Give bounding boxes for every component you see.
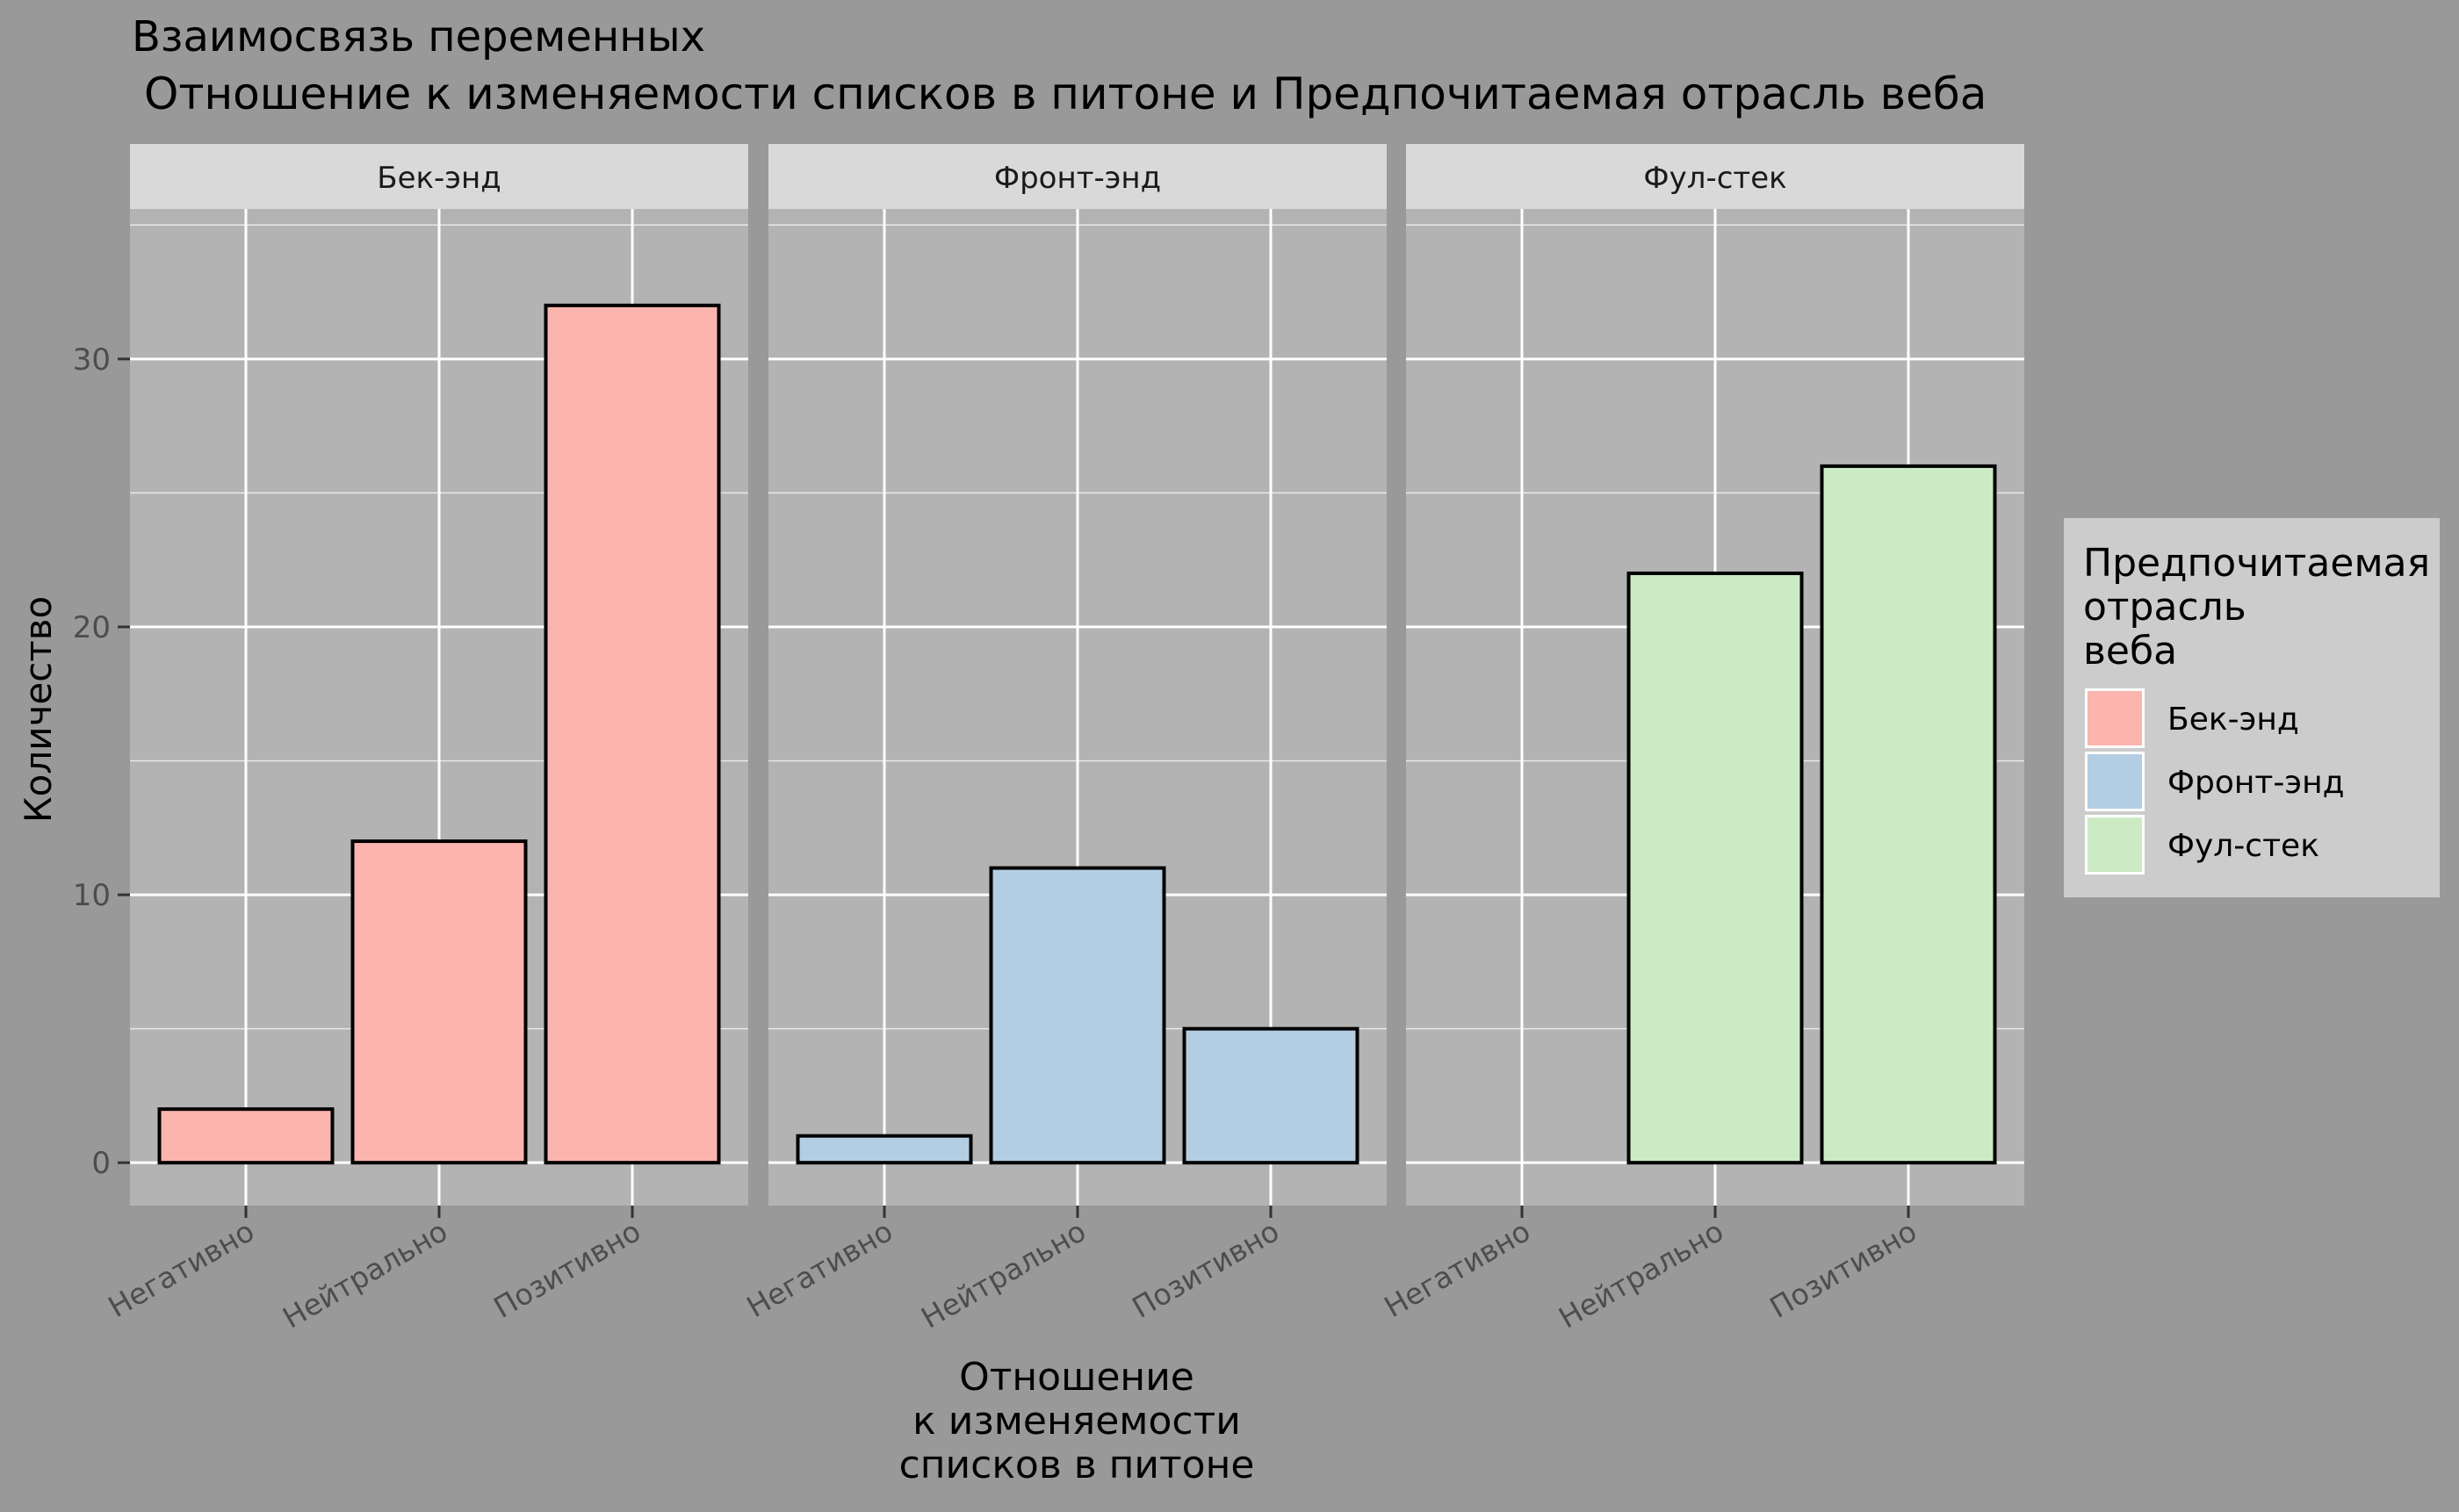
bar-3-2 — [1626, 571, 1804, 1165]
legend-key-3 — [2088, 817, 2142, 872]
legend-key-2 — [2088, 754, 2142, 809]
chart-title: Взаимосвязь переменных — [132, 12, 705, 61]
facet-strip — [768, 144, 1387, 209]
bar-2-1 — [796, 1134, 973, 1165]
bar-3-3 — [1820, 464, 1997, 1165]
legend-label: Фул-стек — [2167, 828, 2319, 864]
facet-strip — [130, 144, 748, 209]
y-tick-label: 10 — [73, 878, 111, 913]
bar-1-1 — [157, 1107, 335, 1165]
legend-title-line: Предпочитаемая — [2083, 541, 2430, 586]
y-tick-label: 20 — [73, 610, 111, 645]
facet-strip — [1406, 144, 2024, 209]
y-axis: 0 10 20 30 — [73, 342, 130, 1181]
legend-label: Бек-энд — [2167, 702, 2299, 738]
legend-label: Фронт-энд — [2167, 765, 2345, 801]
bar-2-3 — [1182, 1026, 1359, 1165]
y-tick-label: 0 — [91, 1146, 111, 1181]
x-axis-label-line: Отношение — [959, 1355, 1194, 1400]
bar-1-3 — [544, 303, 721, 1165]
legend-key-1 — [2088, 691, 2142, 745]
bar-2-2 — [989, 866, 1166, 1165]
legend-title-line: отрасль — [2083, 585, 2246, 630]
facet-strip-label: Бек-энд — [377, 161, 501, 196]
x-axis-label-line: списков в питоне — [899, 1443, 1255, 1487]
y-axis-label: Количество — [17, 596, 60, 823]
facet-strip-label: Фронт-энд — [994, 161, 1161, 196]
legend-title-line: веба — [2083, 629, 2177, 673]
bar-1-2 — [350, 839, 528, 1165]
y-tick-label: 30 — [73, 342, 111, 378]
facet-strip-label: Фул-стек — [1643, 161, 1786, 196]
x-axis-label-line: к изменяемости — [912, 1399, 1241, 1444]
chart-subtitle: Отношение к изменяемости списков в питон… — [144, 68, 1987, 119]
